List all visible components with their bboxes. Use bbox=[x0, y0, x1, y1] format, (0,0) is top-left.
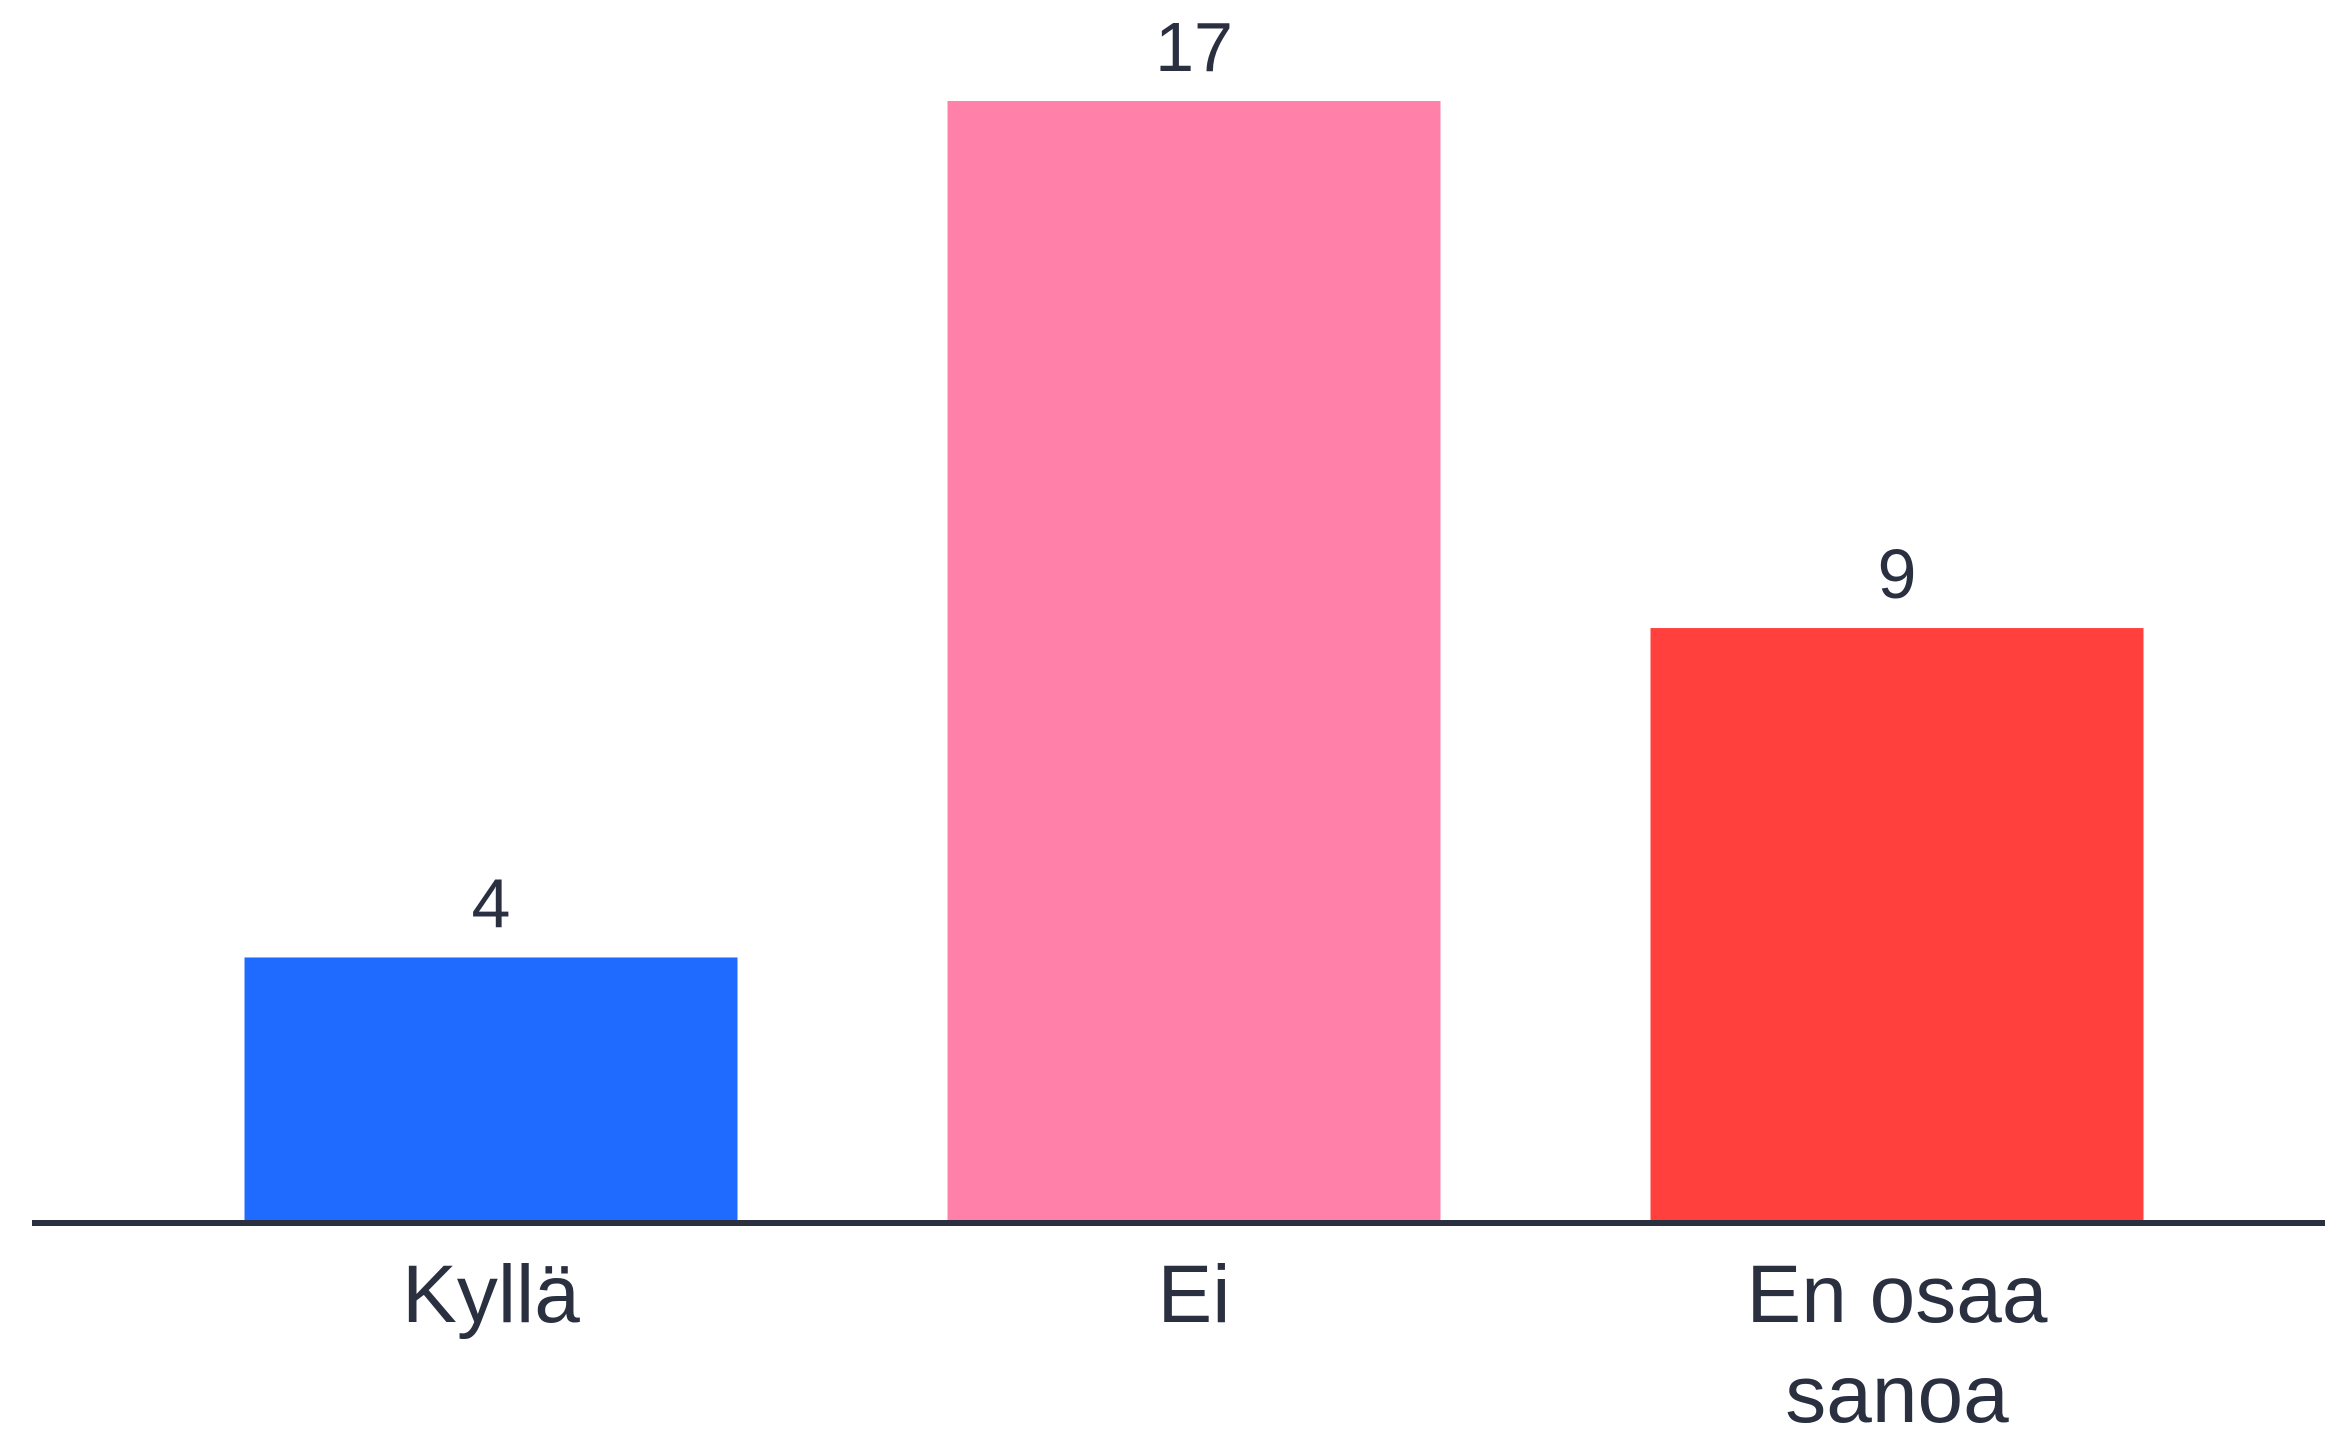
bar-en-osaa-sanoa bbox=[1650, 628, 2144, 1221]
x-tick-label-en-osaa-sanoa-line-2: sanoa bbox=[1785, 1349, 2009, 1434]
value-labels-group: 4 17 9 bbox=[472, 8, 1917, 942]
value-label-en-osaa-sanoa: 9 bbox=[1878, 535, 1917, 613]
value-label-ei: 17 bbox=[1155, 8, 1233, 86]
bar-ei bbox=[947, 101, 1441, 1221]
x-tick-label-kylla: Kyllä bbox=[402, 1249, 580, 1340]
value-label-kylla: 4 bbox=[472, 864, 511, 942]
x-tick-label-en-osaa-sanoa-line-1: En osaa bbox=[1747, 1249, 2048, 1340]
x-tick-label-ei: Ei bbox=[1158, 1249, 1231, 1340]
bar-kylla bbox=[244, 957, 738, 1221]
x-tick-labels-group: Kyllä Ei En osaa sanoa bbox=[402, 1249, 2048, 1434]
bars-group bbox=[244, 101, 2144, 1221]
